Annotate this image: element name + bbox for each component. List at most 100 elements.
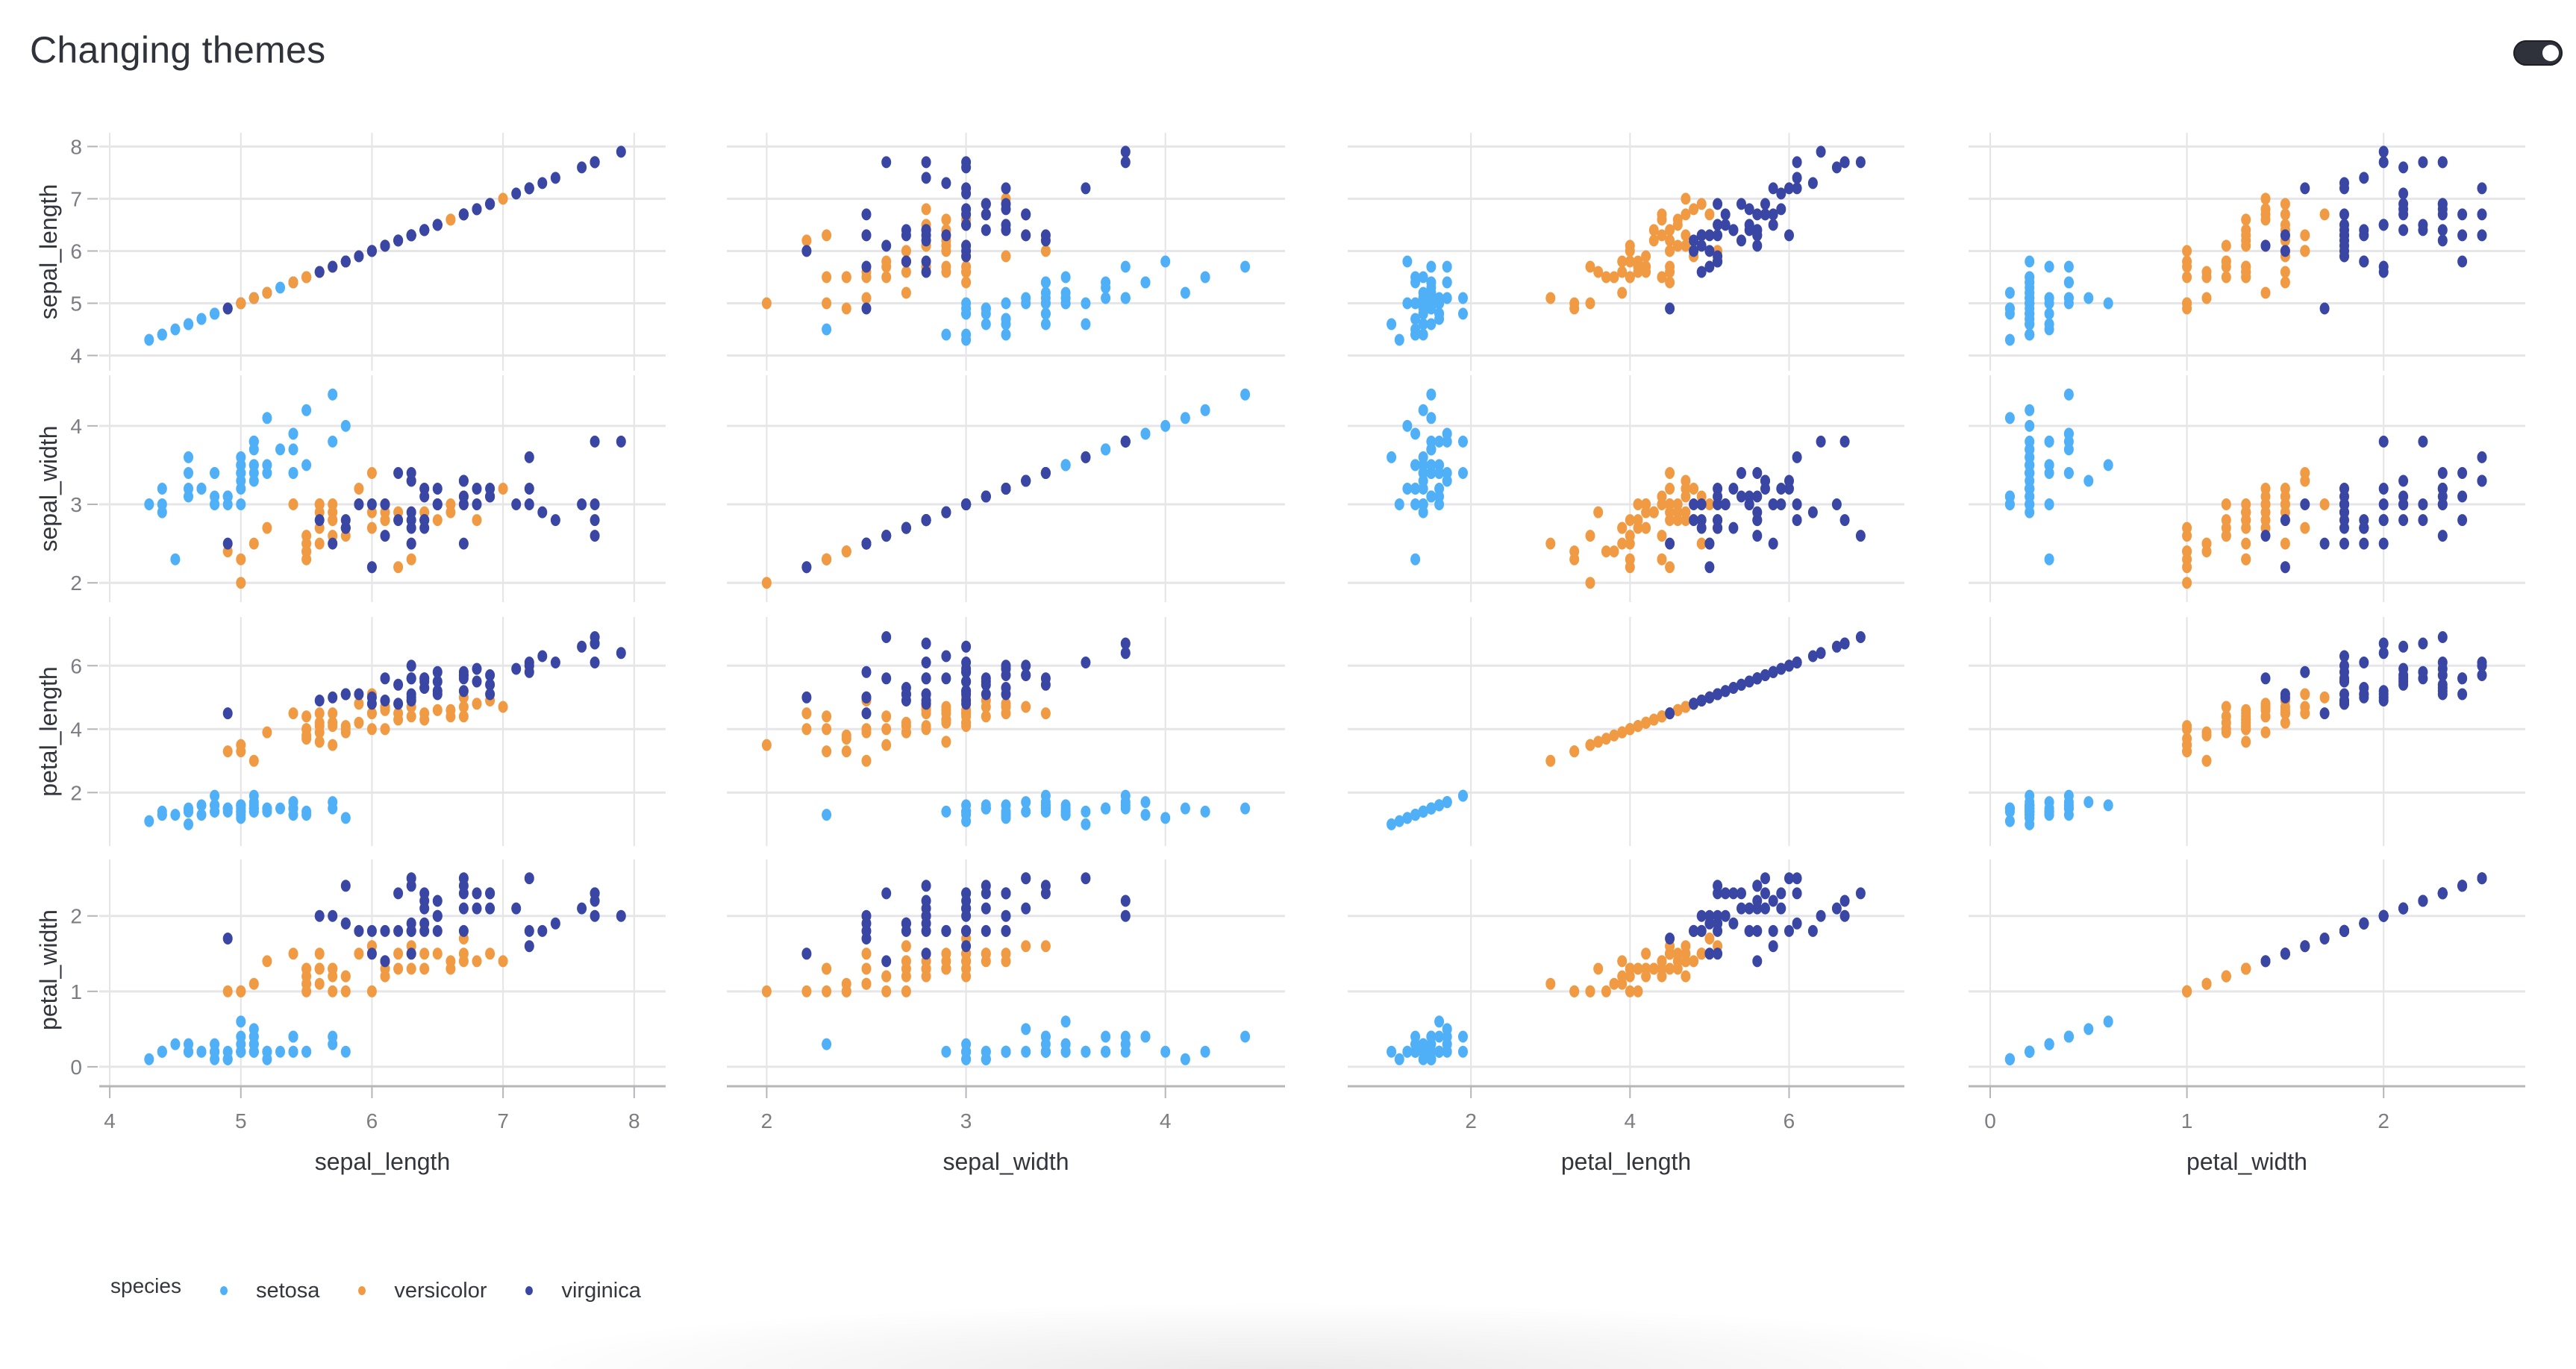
point-versicolor[interactable] <box>1665 224 1675 236</box>
point-virginica[interactable] <box>393 467 404 479</box>
point-virginica[interactable] <box>1728 483 1739 495</box>
point-virginica[interactable] <box>380 955 390 968</box>
point-setosa[interactable] <box>1410 271 1421 283</box>
point-versicolor[interactable] <box>1665 245 1675 257</box>
point-versicolor[interactable] <box>981 947 991 960</box>
point-virginica[interactable] <box>432 924 443 937</box>
point-virginica[interactable] <box>432 665 443 678</box>
point-setosa[interactable] <box>2063 435 2074 448</box>
point-versicolor[interactable] <box>1665 467 1675 479</box>
point-versicolor[interactable] <box>1648 713 1659 726</box>
point-virginica[interactable] <box>1120 647 1131 660</box>
point-setosa[interactable] <box>1240 388 1251 401</box>
point-versicolor[interactable] <box>2319 208 2330 221</box>
point-versicolor[interactable] <box>432 704 443 716</box>
point-virginica[interactable] <box>1728 224 1739 236</box>
point-virginica[interactable] <box>222 707 233 720</box>
point-versicolor[interactable] <box>981 701 991 713</box>
point-virginica[interactable] <box>1120 909 1131 922</box>
point-setosa[interactable] <box>2103 297 2113 310</box>
point-virginica[interactable] <box>2260 955 2271 968</box>
point-virginica[interactable] <box>340 521 351 534</box>
point-versicolor[interactable] <box>328 720 338 733</box>
point-virginica[interactable] <box>1792 182 1802 195</box>
point-virginica[interactable] <box>328 260 338 273</box>
point-versicolor[interactable] <box>2280 198 2290 210</box>
point-virginica[interactable] <box>1792 451 1802 463</box>
point-virginica[interactable] <box>1839 156 1850 169</box>
point-setosa[interactable] <box>1418 307 1428 320</box>
point-virginica[interactable] <box>2339 698 2349 710</box>
point-versicolor[interactable] <box>1617 286 1628 299</box>
point-versicolor[interactable] <box>248 292 259 304</box>
point-setosa[interactable] <box>1160 812 1171 824</box>
point-versicolor[interactable] <box>2241 213 2251 226</box>
point-versicolor[interactable] <box>901 716 911 729</box>
point-setosa[interactable] <box>301 809 312 821</box>
point-virginica[interactable] <box>577 161 587 174</box>
point-versicolor[interactable] <box>2260 704 2271 716</box>
point-versicolor[interactable] <box>1021 701 1031 713</box>
point-virginica[interactable] <box>2280 229 2290 242</box>
point-versicolor[interactable] <box>419 713 430 726</box>
point-virginica[interactable] <box>1001 182 1011 195</box>
point-virginica[interactable] <box>380 672 390 685</box>
point-virginica[interactable] <box>222 302 233 315</box>
point-virginica[interactable] <box>1720 219 1731 231</box>
point-versicolor[interactable] <box>1696 537 1707 550</box>
point-virginica[interactable] <box>1831 498 1842 510</box>
point-virginica[interactable] <box>2437 530 2448 542</box>
point-versicolor[interactable] <box>1672 704 1683 716</box>
point-versicolor[interactable] <box>941 962 951 975</box>
point-versicolor[interactable] <box>822 297 832 310</box>
point-versicolor[interactable] <box>1569 553 1580 566</box>
point-virginica[interactable] <box>1713 688 1723 701</box>
point-virginica[interactable] <box>881 239 892 252</box>
point-virginica[interactable] <box>1768 940 1778 953</box>
point-virginica[interactable] <box>1021 660 1031 672</box>
point-versicolor[interactable] <box>801 234 812 247</box>
point-setosa[interactable] <box>1060 1038 1071 1050</box>
point-virginica[interactable] <box>2437 498 2448 510</box>
point-virginica[interactable] <box>1040 467 1051 479</box>
point-virginica[interactable] <box>1760 669 1770 681</box>
point-versicolor[interactable] <box>761 577 772 589</box>
point-setosa[interactable] <box>1410 328 1421 341</box>
point-setosa[interactable] <box>288 802 298 815</box>
point-setosa[interactable] <box>2025 443 2035 456</box>
point-setosa[interactable] <box>1410 498 1421 510</box>
point-virginica[interactable] <box>366 947 377 960</box>
point-versicolor[interactable] <box>2182 577 2192 589</box>
point-setosa[interactable] <box>288 1045 298 1058</box>
point-setosa[interactable] <box>1040 307 1051 320</box>
point-versicolor[interactable] <box>236 297 246 310</box>
point-virginica[interactable] <box>2378 435 2389 448</box>
point-virginica[interactable] <box>590 637 600 650</box>
point-setosa[interactable] <box>2004 815 2015 827</box>
point-virginica[interactable] <box>1040 887 1051 900</box>
point-virginica[interactable] <box>1768 208 1778 221</box>
point-virginica[interactable] <box>961 657 972 668</box>
point-virginica[interactable] <box>2359 255 2369 268</box>
point-virginica[interactable] <box>861 665 872 678</box>
point-setosa[interactable] <box>1120 260 1131 273</box>
point-versicolor[interactable] <box>861 292 872 304</box>
point-virginica[interactable] <box>419 675 430 688</box>
point-virginica[interactable] <box>1120 895 1131 907</box>
point-setosa[interactable] <box>2025 789 2035 802</box>
point-versicolor[interactable] <box>248 754 259 767</box>
point-virginica[interactable] <box>1807 177 1818 189</box>
point-virginica[interactable] <box>921 917 931 930</box>
point-versicolor[interactable] <box>406 962 416 975</box>
point-virginica[interactable] <box>2418 156 2428 169</box>
point-versicolor[interactable] <box>1585 260 1595 273</box>
point-virginica[interactable] <box>2319 707 2330 720</box>
point-setosa[interactable] <box>288 1030 298 1043</box>
point-virginica[interactable] <box>406 947 416 960</box>
point-setosa[interactable] <box>1101 292 1111 304</box>
point-setosa[interactable] <box>1040 1045 1051 1058</box>
point-setosa[interactable] <box>2025 474 2035 487</box>
point-versicolor[interactable] <box>406 710 416 723</box>
point-setosa[interactable] <box>1434 292 1445 304</box>
point-versicolor[interactable] <box>328 985 338 997</box>
